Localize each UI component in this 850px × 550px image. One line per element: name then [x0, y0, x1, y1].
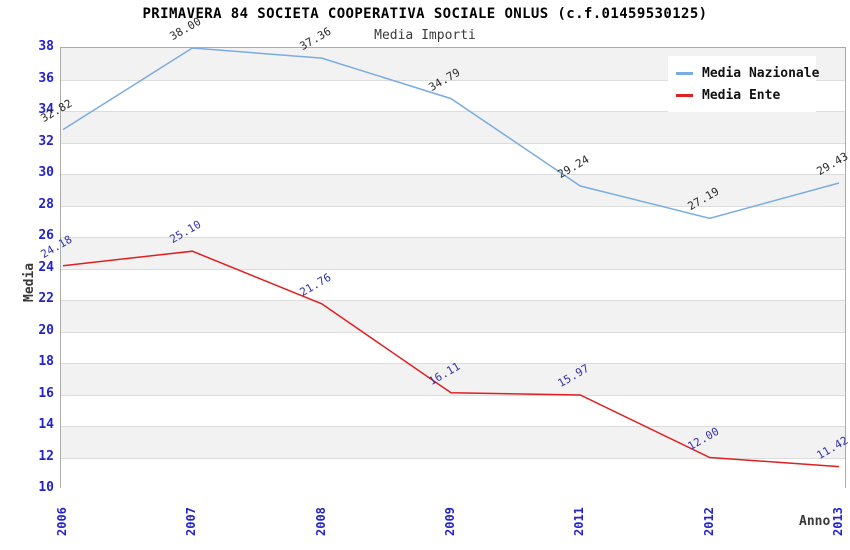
plot-band — [61, 174, 845, 206]
legend-swatch-icon — [676, 93, 693, 97]
y-tick-label: 20 — [38, 322, 54, 338]
plot-band — [61, 205, 845, 237]
plot-band — [61, 426, 845, 458]
gridline — [61, 79, 845, 81]
gridline — [61, 174, 845, 175]
gridline — [61, 111, 845, 112]
plot-band — [61, 237, 845, 269]
gridline — [61, 142, 845, 144]
chart-title: PRIMAVERA 84 SOCIETA COOPERATIVA SOCIALE… — [142, 6, 708, 22]
gridline — [61, 300, 845, 301]
gridline — [61, 363, 845, 364]
plot-band — [61, 300, 845, 332]
legend-row-media-ente: Media Ente — [676, 84, 808, 106]
legend-swatch-icon — [676, 71, 693, 75]
x-tick-label: 2007 — [184, 507, 199, 536]
y-axis-title: Media — [22, 262, 37, 302]
y-tick-label: 30 — [38, 165, 54, 180]
legend-label: Media Nazionale — [702, 65, 820, 81]
line-media-ente — [62, 250, 840, 468]
gridline — [61, 237, 845, 238]
line-media-nazionale — [62, 47, 840, 220]
y-tick-label: 38 — [38, 39, 54, 54]
x-tick-label: 2006 — [55, 507, 69, 536]
x-axis-title: Anno — [799, 514, 831, 529]
gridline — [61, 394, 845, 396]
y-tick-label: 36 — [38, 70, 54, 86]
y-tick-label: 32 — [38, 133, 54, 149]
plot-band — [61, 363, 845, 395]
x-tick-label: 2009 — [443, 507, 457, 536]
gridline — [61, 331, 845, 333]
plot-band — [61, 268, 845, 300]
series-lines — [62, 47, 840, 468]
plot-band — [61, 142, 845, 174]
y-tick-label: 22 — [38, 291, 54, 306]
y-tick-label: 16 — [38, 385, 54, 401]
gridline — [61, 426, 845, 427]
y-tick-label: 10 — [38, 480, 54, 495]
y-tick-label: 24 — [38, 259, 54, 275]
plot-band — [61, 111, 845, 143]
legend: Media Nazionale Media Ente — [668, 56, 819, 112]
y-tick-label: 12 — [38, 448, 54, 464]
gridline — [61, 205, 845, 207]
legend-row-media-nazionale: Media Nazionale — [676, 62, 819, 84]
y-tick-label: 34 — [38, 102, 54, 117]
legend-label: Media Ente — [702, 87, 781, 103]
gridline — [61, 268, 845, 270]
plot-area — [60, 47, 846, 489]
x-tick-label: 2008 — [313, 507, 328, 536]
y-tick-label: 14 — [38, 417, 54, 432]
plot-band — [61, 331, 845, 363]
y-tick-label: 26 — [38, 228, 54, 243]
x-tick-label: 2012 — [701, 507, 716, 536]
y-tick-label: 28 — [38, 196, 54, 212]
x-tick-label: 2011 — [572, 507, 587, 536]
y-tick-label: 18 — [38, 354, 54, 369]
chart-subtitle: Media Importi — [374, 28, 476, 43]
plot-band — [61, 394, 845, 426]
gridline — [61, 457, 845, 459]
plot-band — [61, 457, 845, 489]
x-tick-label: 2013 — [831, 507, 845, 536]
